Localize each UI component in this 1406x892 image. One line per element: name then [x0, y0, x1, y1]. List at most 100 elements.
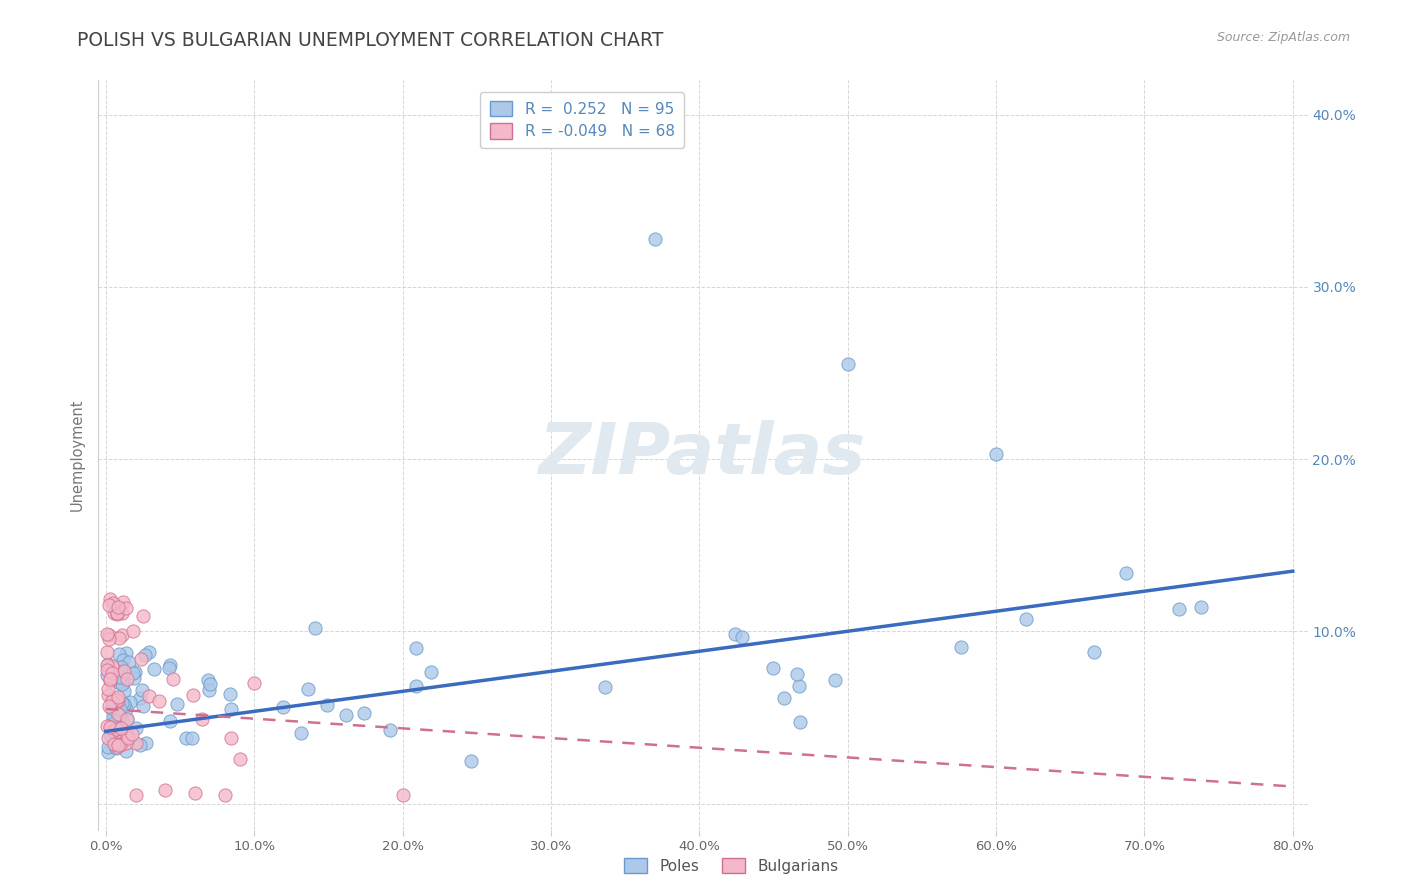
Point — [112, 674, 135, 689]
Point — [148, 694, 170, 708]
Point — [121, 726, 143, 740]
Point — [644, 232, 666, 246]
Point — [166, 697, 188, 711]
Point — [96, 668, 118, 682]
Point — [129, 652, 152, 666]
Point — [143, 662, 166, 676]
Point — [101, 694, 124, 708]
Point — [98, 628, 121, 642]
Point — [103, 716, 125, 731]
Point — [129, 690, 152, 705]
Point — [96, 719, 118, 733]
Point — [1014, 612, 1036, 626]
Point — [97, 688, 120, 702]
Point — [510, 134, 533, 148]
Point — [115, 673, 138, 687]
Point — [153, 783, 176, 797]
Point — [97, 745, 120, 759]
Point — [221, 702, 243, 716]
Point — [132, 698, 155, 713]
Point — [229, 752, 252, 766]
Point — [405, 640, 427, 655]
Point — [103, 713, 125, 727]
Point — [97, 731, 120, 745]
Point — [950, 640, 973, 654]
Point — [124, 671, 146, 685]
Point — [98, 632, 121, 646]
Point — [97, 739, 120, 754]
Point — [101, 666, 124, 681]
Point — [787, 679, 810, 693]
Point — [219, 731, 242, 746]
Point — [107, 648, 129, 662]
Point — [108, 727, 131, 741]
Point — [120, 695, 142, 709]
Point — [353, 706, 375, 721]
Point — [101, 709, 124, 723]
Point — [125, 721, 148, 735]
Point — [105, 607, 128, 622]
Point — [138, 689, 160, 703]
Legend: Poles, Bulgarians: Poles, Bulgarians — [617, 852, 845, 880]
Point — [271, 699, 294, 714]
Point — [107, 738, 129, 752]
Point — [290, 726, 312, 740]
Point — [111, 696, 134, 710]
Point — [107, 675, 129, 690]
Point — [98, 698, 121, 713]
Point — [115, 646, 138, 660]
Point — [1083, 645, 1105, 659]
Point — [837, 358, 859, 372]
Point — [103, 724, 125, 739]
Point — [107, 632, 129, 646]
Point — [107, 730, 129, 744]
Point — [984, 447, 1007, 461]
Point — [97, 682, 120, 697]
Point — [789, 714, 811, 729]
Point — [115, 600, 138, 615]
Point — [101, 596, 124, 610]
Point — [1167, 602, 1189, 616]
Point — [114, 702, 136, 716]
Point — [96, 663, 118, 677]
Point — [110, 670, 132, 684]
Point — [96, 626, 118, 640]
Point — [824, 673, 846, 687]
Point — [107, 707, 129, 722]
Point — [105, 739, 128, 754]
Point — [98, 728, 121, 742]
Point — [378, 723, 401, 737]
Point — [112, 664, 135, 678]
Point — [405, 679, 427, 693]
Point — [184, 786, 207, 800]
Text: POLISH VS BULGARIAN UNEMPLOYMENT CORRELATION CHART: POLISH VS BULGARIAN UNEMPLOYMENT CORRELA… — [77, 31, 664, 50]
Point — [98, 720, 121, 734]
Point — [107, 599, 129, 614]
Point — [132, 609, 155, 624]
Point — [162, 672, 184, 686]
Point — [121, 624, 143, 639]
Point — [108, 739, 131, 753]
Point — [181, 688, 204, 702]
Point — [98, 720, 121, 734]
Point — [731, 630, 754, 644]
Point — [103, 606, 125, 620]
Point — [112, 653, 135, 667]
Point — [198, 677, 221, 691]
Point — [110, 721, 132, 735]
Point — [391, 788, 413, 802]
Point — [111, 607, 134, 621]
Point — [101, 661, 124, 675]
Point — [110, 660, 132, 674]
Point — [772, 690, 794, 705]
Point — [117, 655, 139, 669]
Point — [315, 698, 337, 712]
Point — [723, 627, 745, 641]
Point — [593, 680, 616, 694]
Point — [157, 661, 180, 675]
Point — [786, 666, 808, 681]
Point — [108, 708, 131, 723]
Point — [98, 598, 121, 612]
Point — [111, 628, 134, 642]
Point — [135, 735, 157, 749]
